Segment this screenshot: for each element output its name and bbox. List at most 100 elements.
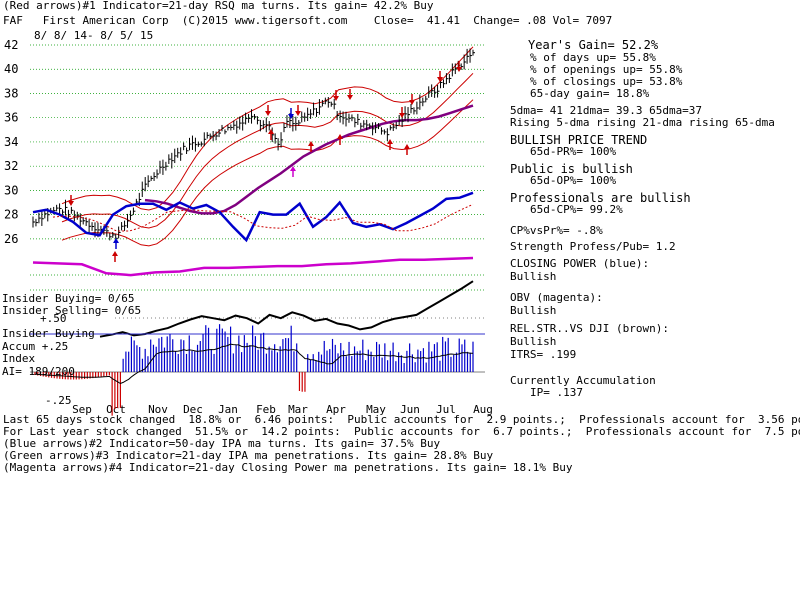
accum-plus50-label: +.50 xyxy=(40,312,67,325)
chart-header-line2: FAF First American Corp (C)2015 www.tige… xyxy=(3,14,613,27)
cp-vs-pr: CP%vsPr%= -.8% xyxy=(510,224,603,237)
month-axis-labels: Sep Oct Nov Dec Jan Feb Mar Apr May Jun Jul Aug xyxy=(72,403,493,416)
arrow-head xyxy=(347,95,353,100)
x-tick-label: Aug xyxy=(473,403,493,416)
public-bullish: Public is bullish xyxy=(510,162,633,176)
closing-power-title: CLOSING POWER (blue): xyxy=(510,257,650,270)
rising-mas: Rising 5-dma rising 21-dma rising 65-dma xyxy=(510,116,775,129)
professionals-bullish: Professionals are bullish xyxy=(510,191,691,205)
closing-power-ma-line xyxy=(52,203,474,232)
blue-arrow xyxy=(113,238,119,249)
red-arrow xyxy=(68,195,74,206)
arrow-head xyxy=(387,139,393,144)
y-tick-label: 38 xyxy=(4,86,18,100)
red-arrow xyxy=(404,144,410,155)
red-arrow xyxy=(387,139,393,150)
insider-selling-count: Insider Selling= 0/65 xyxy=(2,304,142,317)
accum-minus25-label: -.25 xyxy=(45,394,72,407)
accum-ma-line xyxy=(34,343,473,385)
op65: 65d-OP%= 100% xyxy=(530,174,617,187)
note-65day: Last 65 days stock changed 18.8% or 6.46… xyxy=(3,413,800,426)
arrow-head xyxy=(68,201,74,206)
closings-up: % of closings up= 53.8% xyxy=(530,75,683,88)
insider-buying-label: Insider Buying xyxy=(2,327,95,340)
signal-arrows xyxy=(68,61,462,262)
chart-header-line1: (Red arrows)#1 Indicator=21-day RSQ ma t… xyxy=(3,0,434,12)
red-arrow xyxy=(112,251,118,262)
y-tick-label: 40 xyxy=(4,62,18,76)
arrow-head xyxy=(295,111,301,116)
ai-label: AI= 189/200 xyxy=(2,365,75,378)
itrs: ITRS= .199 xyxy=(510,348,577,361)
index-label: Index xyxy=(2,352,36,365)
arrow-head xyxy=(112,251,118,256)
ma65-line xyxy=(144,104,474,215)
arrow-head xyxy=(409,100,415,105)
red-arrow xyxy=(409,94,415,105)
closing-power-value: Bullish xyxy=(510,270,557,283)
arrow-head xyxy=(456,67,462,72)
arrow-head xyxy=(404,144,410,149)
ip-value: IP= .137 xyxy=(530,386,583,399)
y-tick-label: 34 xyxy=(4,135,18,149)
note-green-arrows: (Green arrows)#3 Indicator=21-day IPA ma… xyxy=(3,449,494,462)
obv-value: Bullish xyxy=(510,304,557,317)
y-tick-label: 30 xyxy=(4,183,18,197)
dma-values: 5dma= 41 21dma= 39.3 65dma=37 xyxy=(510,104,703,117)
x-tick-label: Jun xyxy=(400,403,420,416)
price-bars xyxy=(32,48,475,243)
lower-band-line xyxy=(61,99,474,247)
red-arrow xyxy=(265,105,271,116)
closing-power-line xyxy=(32,191,474,243)
arrow-head xyxy=(437,77,443,82)
red-arrow xyxy=(337,134,343,145)
red-arrow xyxy=(308,141,314,152)
notes-block: Last 65 days stock changed 18.8% or 6.46… xyxy=(3,413,800,474)
red-arrow xyxy=(333,90,339,101)
arrow-head xyxy=(333,96,339,101)
y-tick-label: 32 xyxy=(4,159,18,173)
y-tick-label: 28 xyxy=(4,208,18,222)
price-gridlines xyxy=(30,44,485,291)
obv-title: OBV (magenta): xyxy=(510,291,603,304)
ma21-line xyxy=(61,72,474,229)
obv-line xyxy=(32,256,474,277)
upper-band-line xyxy=(61,46,474,211)
x-tick-label: Mar xyxy=(288,403,308,416)
accumulation-title: Currently Accumulation xyxy=(510,374,656,387)
insider-buying-count: Insider Buying= 0/65 xyxy=(2,292,135,305)
y-tick-label: 36 xyxy=(4,111,18,125)
x-tick-label: Jul xyxy=(436,403,456,416)
magenta-arrow xyxy=(290,166,296,177)
price-trend: BULLISH PRICE TREND xyxy=(510,133,648,147)
arrow-head xyxy=(290,166,296,171)
x-tick-label: Jan xyxy=(218,403,238,416)
note-magenta-arrows: (Magenta arrows)#4 Indicator=21-day Clos… xyxy=(3,461,573,474)
relstr-title: REL.STR..VS DJI (brown): xyxy=(510,322,669,335)
gain-65day: 65-day gain= 18.8% xyxy=(530,87,650,100)
strength-ratio: Strength Profess/Pub= 1.2 xyxy=(510,240,676,253)
x-tick-label: Dec xyxy=(183,403,203,416)
red-arrow xyxy=(295,105,301,116)
y-tick-label: 42 xyxy=(4,38,18,52)
arrow-head xyxy=(113,238,119,243)
note-last-year: For Last year stock changed 51.5% or 14.… xyxy=(3,425,800,438)
x-tick-label: Apr xyxy=(326,403,346,416)
pr65: 65d-PR%= 100% xyxy=(530,145,617,158)
price-axis-labels: 26 28 30 32 34 36 38 40 42 xyxy=(4,38,18,246)
arrow-head xyxy=(288,114,294,119)
relstr-value: Bullish xyxy=(510,335,557,348)
arrow-head xyxy=(308,141,314,146)
years-gain: Year's Gain= 52.2% xyxy=(528,38,659,52)
y-tick-label: 26 xyxy=(4,232,18,246)
red-arrow xyxy=(399,107,405,118)
red-arrow xyxy=(268,129,274,140)
red-arrow xyxy=(437,71,443,82)
accum-label: Accum +.25 xyxy=(2,340,69,353)
x-tick-label: Nov xyxy=(148,403,168,416)
x-tick-label: May xyxy=(366,403,386,416)
days-up: % of days up= 55.8% xyxy=(530,51,656,64)
arrow-head xyxy=(265,111,271,116)
x-tick-label: Feb xyxy=(256,403,276,416)
